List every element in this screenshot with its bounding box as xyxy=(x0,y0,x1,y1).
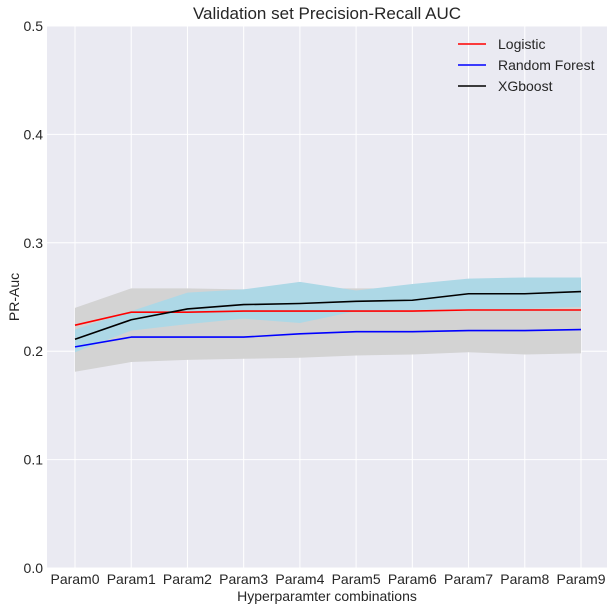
x-tick-label: Param7 xyxy=(444,571,493,587)
confidence-band xyxy=(75,277,581,353)
x-axis-ticks: Param0 Param1 Param2 Param3 Param4 Param5 Para… xyxy=(50,571,605,587)
y-tick-label: 0.2 xyxy=(24,343,44,359)
chart-title: Validation set Precision-Recall AUC xyxy=(193,4,461,23)
series-line-xgboost xyxy=(74,290,582,341)
x-tick-label: Param3 xyxy=(219,571,268,587)
y-axis-ticks: 0.0 0.1 0.2 0.3 0.4 0.5 xyxy=(24,18,44,576)
series-lines xyxy=(74,290,582,348)
y-tick-label: 0.3 xyxy=(24,235,44,251)
x-axis-label: Hyperparamter combinations xyxy=(237,588,417,604)
x-tick-label: Param0 xyxy=(50,571,99,587)
x-tick-label: Param1 xyxy=(107,571,156,587)
y-tick-label: 0.5 xyxy=(24,18,44,34)
legend-label: XGboost xyxy=(498,78,553,94)
x-tick-label: Param9 xyxy=(556,571,605,587)
y-tick-label: 0.4 xyxy=(24,126,44,142)
x-tick-label: Param2 xyxy=(163,571,212,587)
x-tick-label: Param8 xyxy=(500,571,549,587)
x-tick-label: Param4 xyxy=(275,571,324,587)
legend-label: Logistic xyxy=(498,36,545,52)
series-line-logistic xyxy=(74,309,581,326)
legend-label: Random Forest xyxy=(498,57,595,73)
x-tick-label: Param6 xyxy=(388,571,437,587)
series-line-random-forest xyxy=(74,328,582,348)
x-tick-label: Param5 xyxy=(332,571,381,587)
y-axis-label: PR-Auc xyxy=(6,273,22,321)
confidence-bands xyxy=(75,277,581,372)
y-tick-label: 0.1 xyxy=(24,452,44,468)
y-tick-label: 0.0 xyxy=(24,560,44,576)
legend: Logistic Random Forest XGboost xyxy=(458,36,595,94)
